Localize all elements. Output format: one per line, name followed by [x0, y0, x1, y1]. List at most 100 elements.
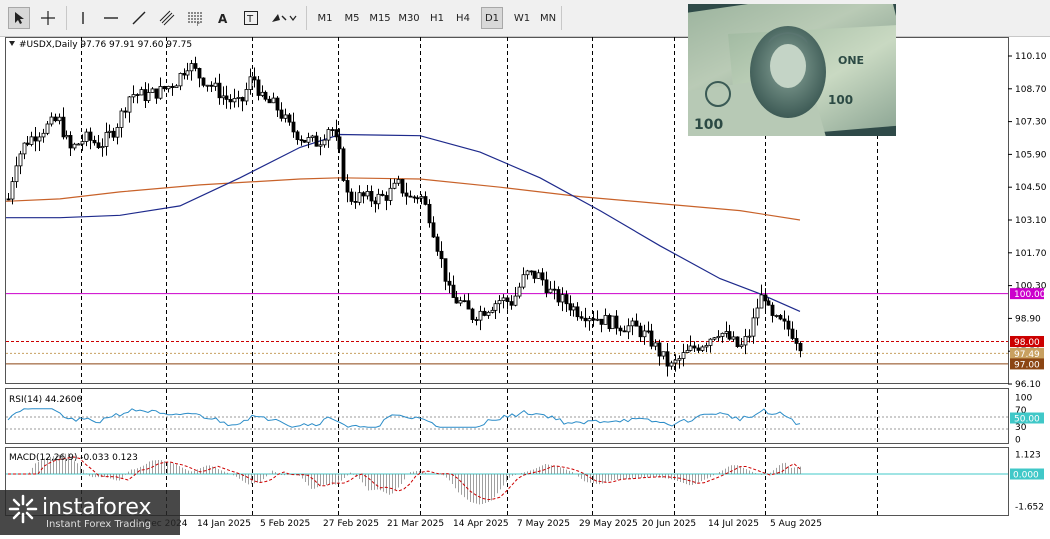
horizontal-line-icon[interactable]	[100, 7, 122, 29]
candle-body	[688, 345, 693, 351]
price-scale-label: 107.30	[1015, 118, 1047, 128]
timeframe-button-m5[interactable]: M5	[344, 12, 360, 24]
candle-body	[560, 294, 565, 303]
candle-body	[649, 330, 654, 347]
candle-body	[681, 352, 686, 359]
candle-body	[396, 178, 401, 184]
candle-body	[6, 198, 11, 201]
candle-body	[490, 309, 495, 313]
candle-body	[622, 330, 627, 333]
candle-body	[790, 328, 795, 339]
candle-body	[724, 331, 729, 334]
equidistant-channel-icon[interactable]	[156, 7, 178, 29]
candle-body	[197, 68, 202, 79]
candle-body	[447, 280, 452, 286]
candle-body	[423, 196, 428, 205]
timeframe-button-d1[interactable]: D1	[481, 7, 503, 29]
trendline-icon[interactable]	[128, 7, 150, 29]
candle-body	[568, 303, 573, 311]
candle-body	[548, 288, 553, 294]
candle-body	[556, 289, 561, 303]
candle-body	[653, 342, 658, 347]
candle-body	[451, 284, 456, 298]
text-label-icon[interactable]: T	[240, 7, 262, 29]
candle-body	[37, 136, 42, 142]
candle-body	[236, 97, 241, 99]
candle-body	[41, 132, 46, 138]
candle-body	[474, 319, 479, 321]
rsi-scale-label: 0	[1015, 436, 1021, 446]
price-scale-label: 101.70	[1015, 249, 1047, 259]
timeframe-button-m15[interactable]: M15	[369, 12, 391, 24]
candle-body	[353, 201, 358, 203]
timeframe-button-w1[interactable]: W1	[513, 12, 531, 24]
candle-body	[529, 270, 534, 273]
candle-body	[778, 315, 783, 320]
candle-body	[704, 345, 709, 348]
candle-body	[571, 306, 576, 311]
candle-body	[205, 84, 210, 87]
crosshair-icon[interactable]	[37, 7, 59, 29]
svg-text:100: 100	[694, 117, 723, 133]
moving-average-short-line	[6, 133, 801, 312]
candle-body	[22, 142, 27, 155]
candle-body	[291, 121, 296, 133]
timeframe-button-h1[interactable]: H1	[430, 12, 444, 24]
candle-body	[131, 94, 136, 98]
candle-body	[419, 196, 424, 199]
candle-body	[10, 181, 15, 200]
fibonacci-icon[interactable]: F	[184, 7, 206, 29]
dropdown-triangle-icon[interactable]	[9, 41, 15, 46]
price-level-tag-text: 100.00	[1014, 290, 1046, 300]
candle-body	[201, 77, 206, 86]
arrows-shapes-icon[interactable]	[268, 7, 300, 29]
candle-body	[575, 306, 580, 318]
candle-body	[443, 258, 448, 282]
candle-body	[427, 203, 432, 224]
timeframe-button-h4[interactable]: H4	[456, 12, 470, 24]
candle-body	[283, 114, 288, 119]
cursor-arrow-icon[interactable]	[8, 7, 30, 29]
candle-body	[150, 88, 155, 93]
candle-body	[521, 274, 526, 288]
text-icon[interactable]: A	[212, 7, 234, 29]
rsi-scale-label: 50.00	[1014, 415, 1040, 425]
candle-body	[127, 96, 132, 113]
candle-body	[256, 79, 261, 96]
timeframe-button-mn[interactable]: MN	[539, 12, 557, 24]
rsi-scale-label: 100	[1015, 394, 1032, 404]
candle-body	[232, 98, 237, 103]
candle-body	[466, 300, 471, 310]
candle-body	[260, 91, 265, 96]
price-chart[interactable]: #USDX,Daily 97.76 97.91 97.60 97.75 110.…	[0, 37, 1050, 535]
candle-body	[341, 148, 346, 181]
dollar-bills-image: ONE 100 100	[688, 4, 896, 136]
candle-body	[111, 130, 116, 138]
timeframe-button-m1[interactable]: M1	[317, 12, 333, 24]
macd-scale-label: 1.123	[1015, 451, 1041, 461]
candle-body	[509, 301, 514, 306]
candle-body	[720, 332, 725, 337]
svg-text:F: F	[197, 22, 200, 26]
price-level-tag	[1010, 358, 1044, 370]
chart-area[interactable]: #USDX,Daily 97.76 97.91 97.60 97.75 110.…	[0, 37, 1050, 535]
symbol-info-text: #USDX,Daily 97.76 97.91 97.60 97.75	[19, 40, 192, 50]
candle-body	[536, 272, 541, 279]
candle-body	[135, 94, 140, 96]
candle-body	[224, 95, 229, 100]
moving-average-long-line	[5, 177, 801, 221]
candle-body	[579, 316, 584, 319]
candle-body	[618, 327, 623, 332]
candle-body	[123, 110, 128, 113]
price-scale-label: 103.10	[1015, 216, 1047, 226]
candle-body	[271, 97, 276, 104]
timeframe-button-m30[interactable]: M30	[398, 12, 420, 24]
price-scale-label: 96.10	[1015, 380, 1041, 390]
candle-body	[49, 116, 54, 125]
candle-body	[193, 63, 198, 69]
vertical-line-icon[interactable]	[72, 7, 94, 29]
candle-body	[661, 351, 666, 357]
candle-body	[72, 143, 77, 149]
candle-body	[638, 325, 643, 338]
candle-body	[388, 187, 393, 201]
